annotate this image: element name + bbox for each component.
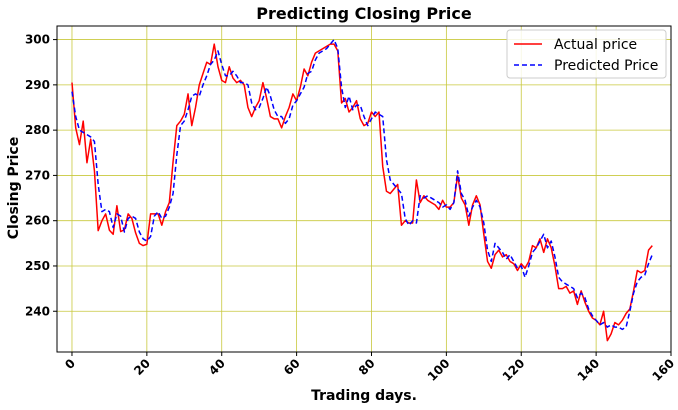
y-tick-label: 250 [25,259,50,273]
y-tick-label: 280 [25,123,50,137]
y-tick-label: 240 [25,304,50,318]
legend: Actual price Predicted Price [506,29,667,79]
y-tick-label: 270 [25,168,50,182]
legend-entry: Predicted Price [554,58,658,74]
y-tick-label: 260 [25,214,50,228]
series-line-predicted [71,38,653,331]
chart-title: Predicting Closing Price [256,4,472,23]
series-layer [71,38,653,342]
legend-entry: Actual price [554,37,637,53]
legend-box [506,29,667,79]
x-axis-label: Trading days. [311,388,417,404]
y-tick-label: 290 [25,78,50,92]
plot-frame [56,25,672,353]
series-line-actual [71,43,653,342]
y-tick-label: 300 [25,33,50,47]
y-axis-label: Closing Price [6,137,22,239]
